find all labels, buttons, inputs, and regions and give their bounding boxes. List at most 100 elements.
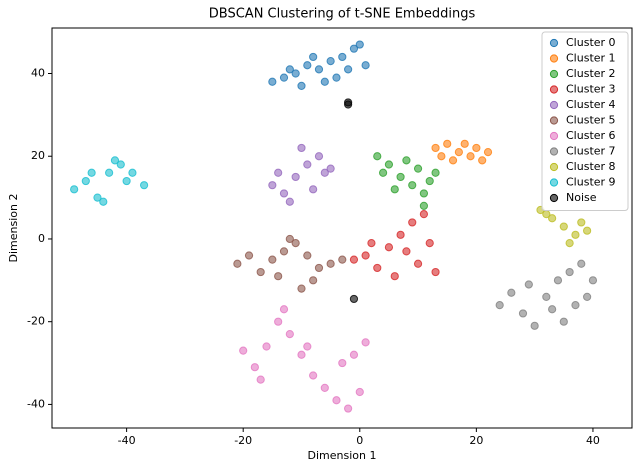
- point: [472, 143, 481, 153]
- point: [390, 272, 399, 281]
- point: [583, 292, 592, 301]
- point: [542, 210, 551, 219]
- point: [460, 139, 469, 148]
- point: [309, 276, 318, 285]
- point: [396, 172, 405, 182]
- point: [303, 160, 312, 169]
- point: [268, 255, 277, 264]
- point: [565, 267, 574, 277]
- point: [583, 226, 592, 235]
- point: [233, 259, 242, 268]
- point: [384, 160, 394, 169]
- point: [309, 185, 318, 194]
- point: [588, 276, 598, 285]
- point: [466, 152, 475, 161]
- point: [274, 272, 283, 281]
- point: [140, 181, 149, 190]
- point: [518, 309, 528, 318]
- point: [431, 168, 440, 177]
- point: [402, 156, 411, 165]
- point: [309, 52, 318, 62]
- legend-label: Cluster 9: [566, 176, 616, 189]
- point: [419, 201, 428, 210]
- point: [320, 168, 329, 177]
- point: [413, 164, 423, 173]
- legend-marker: [549, 38, 559, 48]
- point: [338, 255, 347, 264]
- legend-marker: [549, 85, 559, 94]
- point: [478, 156, 487, 165]
- point: [314, 152, 324, 161]
- point: [268, 181, 277, 190]
- point: [396, 230, 405, 239]
- point: [239, 346, 248, 355]
- x-tick-label: 40: [586, 434, 600, 447]
- point: [87, 168, 96, 177]
- point: [332, 396, 341, 405]
- point: [571, 301, 580, 310]
- y-tick-label: 20: [31, 149, 45, 162]
- point: [425, 176, 434, 186]
- point: [390, 185, 399, 194]
- legend-label: Cluster 3: [566, 83, 616, 96]
- point: [314, 65, 324, 74]
- point: [559, 222, 568, 231]
- y-tick-label: -40: [27, 397, 45, 410]
- point: [355, 40, 364, 49]
- point: [344, 100, 353, 109]
- point: [279, 73, 289, 82]
- point: [373, 152, 382, 161]
- point: [454, 147, 463, 157]
- y-tick-label: -20: [27, 315, 45, 328]
- point: [291, 69, 300, 78]
- point: [448, 156, 458, 165]
- legend-label: Cluster 4: [566, 98, 616, 111]
- y-tick-label: 0: [38, 232, 45, 245]
- legend-label: Cluster 7: [566, 145, 616, 158]
- point: [326, 56, 335, 66]
- point: [443, 139, 452, 148]
- point: [297, 143, 306, 153]
- point: [297, 284, 306, 293]
- point: [483, 147, 493, 157]
- point: [408, 181, 417, 190]
- point: [495, 301, 504, 310]
- point: [303, 251, 312, 260]
- point: [577, 259, 586, 268]
- point: [431, 267, 440, 277]
- legend-marker: [549, 131, 559, 141]
- point: [128, 168, 137, 177]
- point: [384, 243, 394, 252]
- point: [338, 52, 347, 62]
- legend-marker: [549, 116, 559, 125]
- point: [571, 230, 580, 239]
- chart-title: DBSCAN Clustering of t-SNE Embeddings: [209, 7, 476, 22]
- point: [320, 77, 329, 86]
- point: [122, 176, 131, 186]
- point: [274, 168, 283, 177]
- point: [361, 61, 370, 70]
- point: [413, 259, 423, 268]
- point: [262, 342, 271, 351]
- point: [291, 238, 300, 248]
- point: [344, 404, 353, 413]
- y-tick-label: 40: [31, 67, 45, 80]
- point: [332, 73, 341, 82]
- legend-marker: [549, 193, 559, 203]
- legend-marker: [549, 54, 559, 63]
- point: [355, 387, 364, 397]
- point: [542, 292, 551, 301]
- legend-marker: [549, 69, 559, 79]
- point: [565, 238, 574, 248]
- point: [303, 342, 312, 351]
- point: [367, 238, 376, 248]
- legend-marker: [549, 100, 559, 110]
- point: [326, 259, 335, 268]
- point: [419, 210, 428, 219]
- point: [250, 363, 259, 372]
- legend-label: Cluster 0: [566, 36, 616, 49]
- point: [344, 65, 353, 74]
- point: [373, 263, 382, 273]
- point: [524, 280, 533, 289]
- point: [256, 267, 265, 277]
